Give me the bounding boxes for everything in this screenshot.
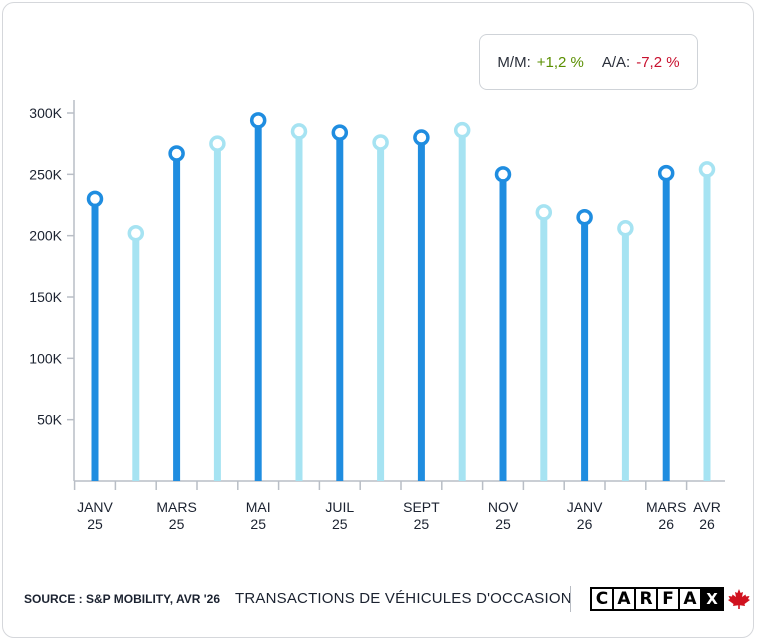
logo-letter: A bbox=[614, 589, 636, 609]
logo-letter: R bbox=[636, 589, 658, 609]
logo-letter: X bbox=[702, 589, 722, 609]
change-summary-box: M/M: +1,2 % A/A: -7,2 % bbox=[479, 34, 698, 90]
x-tick-label-year: 25 bbox=[250, 516, 266, 532]
source-note: SOURCE : S&P MOBILITY, AVR '26 bbox=[24, 592, 220, 606]
bar-marker bbox=[576, 209, 593, 226]
x-tick-label-month: MARS bbox=[156, 499, 196, 515]
x-tick-label-year: 25 bbox=[169, 516, 185, 532]
y-tick-label: 100K bbox=[29, 350, 62, 366]
bar-marker bbox=[127, 224, 145, 242]
bar-marker bbox=[453, 121, 471, 139]
footer-divider bbox=[570, 586, 571, 612]
bar-marker bbox=[494, 166, 512, 183]
y-tick-label: 250K bbox=[29, 166, 62, 182]
bar-marker bbox=[86, 190, 104, 208]
x-tick-label-month: SEPT bbox=[403, 499, 440, 515]
x-tick-label-year: 25 bbox=[87, 516, 103, 532]
chart-caption: TRANSACTIONS DE VÉHICULES D'OCCASION bbox=[235, 590, 572, 607]
bar-marker bbox=[290, 123, 308, 140]
x-tick-label-year: 25 bbox=[332, 516, 348, 532]
x-tick-label-year: 26 bbox=[577, 516, 593, 532]
aa-label: A/A: bbox=[601, 53, 631, 71]
bar-marker bbox=[657, 164, 675, 182]
mm-label: M/M: bbox=[497, 53, 531, 71]
y-tick-label: 150K bbox=[29, 289, 62, 305]
x-tick-label-month: JUIL bbox=[325, 499, 354, 515]
x-tick-label-month: JANV bbox=[567, 499, 603, 515]
x-tick-label-month: NOV bbox=[488, 499, 519, 515]
x-tick-label-year: 25 bbox=[495, 516, 511, 532]
x-tick-label-month: MAI bbox=[246, 499, 271, 515]
bar-marker bbox=[617, 220, 634, 237]
mm-value: +1,2 % bbox=[536, 53, 584, 71]
bar-marker bbox=[413, 129, 430, 146]
x-tick-label-month: JANV bbox=[77, 499, 113, 515]
bar-marker bbox=[698, 161, 716, 178]
x-tick-label-year: 25 bbox=[414, 516, 430, 532]
bar-marker bbox=[209, 135, 226, 152]
aa-value: -7,2 % bbox=[636, 53, 680, 71]
y-tick-label: 300K bbox=[29, 105, 62, 121]
bar-marker bbox=[372, 134, 389, 151]
x-tick-label-month: AVR bbox=[693, 499, 721, 515]
bar-marker bbox=[535, 204, 553, 221]
bar-marker bbox=[168, 145, 185, 162]
y-tick-label: 200K bbox=[29, 228, 62, 244]
logo-letter: F bbox=[658, 589, 680, 609]
maple-leaf-icon bbox=[728, 589, 750, 609]
x-tick-label-year: 26 bbox=[658, 516, 674, 532]
x-tick-label-year: 26 bbox=[699, 516, 715, 532]
x-tick-label-month: MARS bbox=[646, 499, 686, 515]
logo-letter: A bbox=[680, 589, 702, 609]
bar-marker bbox=[249, 112, 267, 129]
bar-marker bbox=[331, 124, 349, 141]
logo-letter: C bbox=[592, 589, 614, 609]
y-tick-label: 50K bbox=[37, 412, 63, 428]
